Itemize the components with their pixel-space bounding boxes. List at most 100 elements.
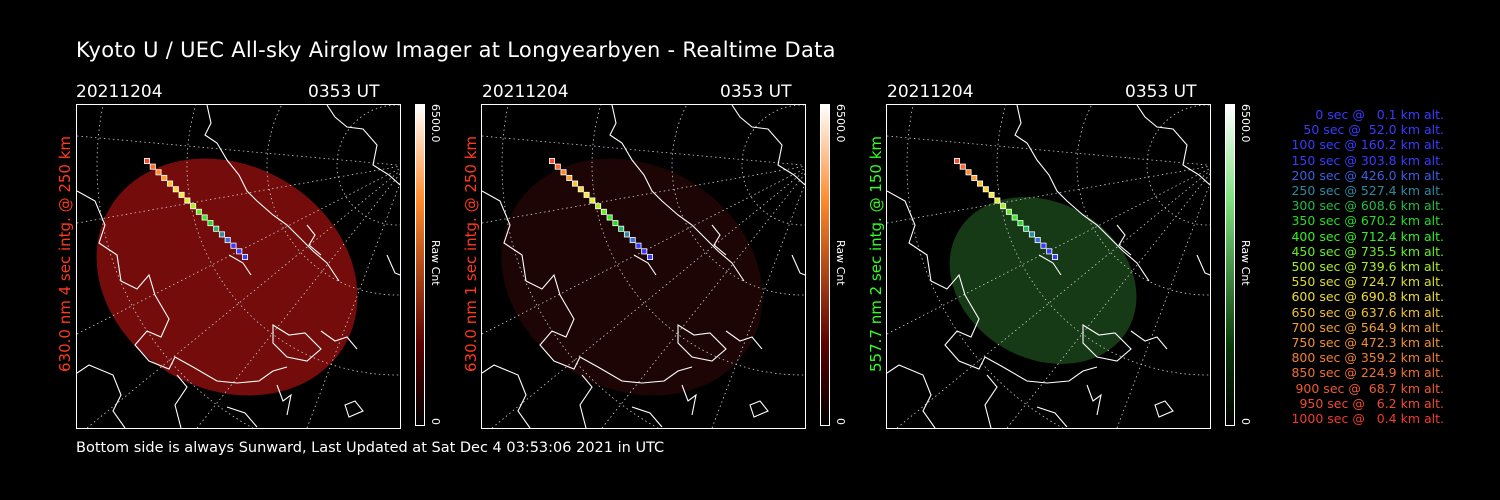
meridian-line [77,165,400,224]
trajectory-point [213,225,220,232]
panel-3-date: 20211204 [887,82,974,102]
trajectory-point [1017,220,1024,227]
trajectory-point [207,220,214,227]
panel-3-ylabel: 557.7 nm 2 sec intg. @ 150 km [867,135,885,372]
trajectory-point [178,191,185,198]
trajectory-point [172,186,179,193]
coastline [1014,105,1150,282]
airglow-region [96,158,358,396]
coastline [1116,224,1132,256]
panel-3-colorbar-max: 6500.0 [1239,104,1252,143]
legend-entry: 800 sec @ 359.2 km alt. [1291,350,1444,366]
meridian-line [86,170,400,428]
panel-2-colorbar-max: 6500.0 [834,104,847,143]
coastline [482,364,531,428]
coastline [791,254,805,276]
trajectory-point [583,191,590,198]
latitude-circle [1146,105,1210,226]
coastline [482,190,693,384]
panel-2-time: 0353 UT [720,82,792,102]
meridian-line [482,135,803,166]
legend-entry: 750 sec @ 472.3 km alt. [1291,335,1444,351]
legend-entry: 50 sec @ 52.0 km alt. [1303,122,1444,138]
legend-entry: 400 sec @ 712.4 km alt. [1291,228,1444,244]
panel-1-colorbar-max: 6500.0 [429,104,442,143]
panel-1-image [76,104,401,429]
meridian-line [1006,173,1210,428]
trajectory-point [965,169,972,176]
trajectory-point [167,180,174,187]
trajectory-point [218,231,225,238]
trajectory-point [566,174,573,181]
meridian-line [482,165,805,224]
trajectory-point [184,197,191,204]
trajectory-point [595,203,602,210]
trajectory-point [971,174,978,181]
trajectory-point [549,158,556,165]
trajectory-point [600,208,607,215]
coastline [306,224,322,256]
panel-3-time: 0353 UT [1125,82,1197,102]
trajectory-point [641,248,648,255]
coastline [77,364,126,428]
legend-entry: 100 sec @ 160.2 km alt. [1291,137,1444,153]
trajectory-point [572,180,579,187]
coastline [1136,105,1210,186]
coastline [1086,384,1102,416]
trajectory-point [577,186,584,193]
coastline [226,406,258,428]
trajectory-point [623,231,630,238]
latitude-circle [336,105,400,226]
legend-entry: 600 sec @ 690.8 km alt. [1291,289,1444,305]
coastline [579,374,593,428]
coastline [633,254,657,276]
airglow-region [501,158,763,396]
trajectory-point [554,163,561,170]
trajectory-point [1046,248,1053,255]
meridian-line [306,182,400,428]
trajectory-point [635,242,642,249]
panel-2-colorbar [820,104,830,426]
coastline [228,254,252,276]
legend-entry: 150 sec @ 303.8 km alt. [1291,152,1444,168]
trajectory-point [612,220,619,227]
trajectory-point [618,225,625,232]
trajectory-point [646,253,653,260]
meridian-line [196,173,400,428]
trajectory-point [589,197,596,204]
coastline [174,374,188,428]
panel-3-colorbar [1225,104,1235,426]
coastline [1082,324,1132,362]
footer-note: Bottom side is always Sunward, Last Upda… [76,440,665,456]
panel-3-colorbar-min: 0 [1239,418,1252,425]
page-title: Kyoto U / UEC All-sky Airglow Imager at … [76,38,836,62]
coastline [386,254,400,276]
panel-2-colorbar-unit: Raw Cnt [834,240,847,286]
trajectory-point [1040,242,1047,249]
legend-entry: 850 sec @ 224.9 km alt. [1291,365,1444,381]
coastline [984,374,998,428]
trajectory-point [241,253,248,260]
trajectory-point [1051,253,1058,260]
trajectory-point [201,214,208,221]
coastline [1038,254,1062,276]
trajectory-legend: 0 sec @ 0.1 km alt. 50 sec @ 52.0 km alt… [1262,107,1444,426]
coastline [731,105,805,186]
panel-2-map [482,105,805,428]
trajectory-point [560,169,567,176]
trajectory-point [959,163,966,170]
trajectory-point [977,180,984,187]
trajectory-point [1000,203,1007,210]
trajectory-point [1028,231,1035,238]
legend-entry: 250 sec @ 527.4 km alt. [1291,183,1444,199]
coastline [631,406,663,428]
airglow-region [949,197,1137,364]
legend-entry: 200 sec @ 426.0 km alt. [1291,167,1444,183]
coastline [681,384,697,416]
legend-entry: 0 sec @ 0.1 km alt. [1315,107,1444,122]
panel-2-ylabel: 630.0 nm 1 sec intg. @ 250 km [462,135,480,372]
trajectory-point [606,214,613,221]
meridian-line [887,135,1208,166]
panel-1-colorbar-min: 0 [429,418,442,425]
trajectory-point [144,158,151,165]
